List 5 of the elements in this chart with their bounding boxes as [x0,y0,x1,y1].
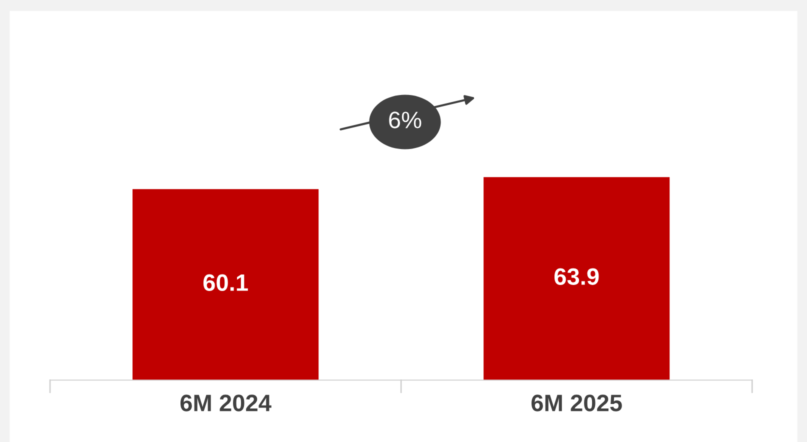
data-label: 60.1 [203,274,248,291]
text: 6% [389,112,422,128]
data-label: 63.9 [554,268,599,285]
x-tick-label: 6M 2025 [532,394,622,412]
x-tick-label: 6M 2024 [180,394,272,412]
